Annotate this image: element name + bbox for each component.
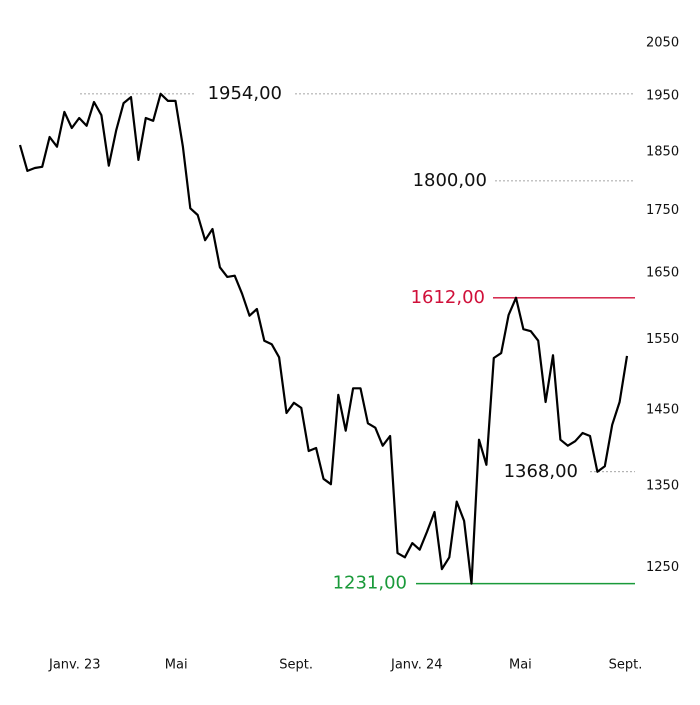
y-tick-label: 1750 — [646, 203, 679, 218]
price-line — [18, 92, 629, 585]
y-tick-label: 1450 — [646, 403, 679, 418]
annotation-label: 1231,00 — [333, 573, 407, 594]
y-tick-label: 1950 — [646, 89, 679, 104]
annotation-label: 1612,00 — [411, 287, 485, 308]
y-tick-label: 1250 — [646, 560, 679, 575]
y-tick-label: 2050 — [646, 36, 679, 51]
annotation-label: 1954,00 — [208, 83, 282, 104]
x-tick-label: Janv. 23 — [48, 658, 101, 673]
y-tick-label: 1350 — [646, 478, 679, 493]
x-tick-label: Mai — [165, 658, 188, 673]
annotation-label: 1800,00 — [413, 170, 487, 191]
x-tick-label: Sept. — [279, 658, 313, 673]
x-tick-label: Sept. — [609, 658, 643, 673]
x-tick-label: Mai — [509, 658, 532, 673]
x-tick-label: Janv. 24 — [390, 658, 443, 673]
annotation-label: 1368,00 — [504, 461, 578, 482]
y-tick-label: 1650 — [646, 266, 679, 281]
y-tick-label: 1550 — [646, 332, 679, 347]
y-tick-label: 1850 — [646, 144, 679, 159]
